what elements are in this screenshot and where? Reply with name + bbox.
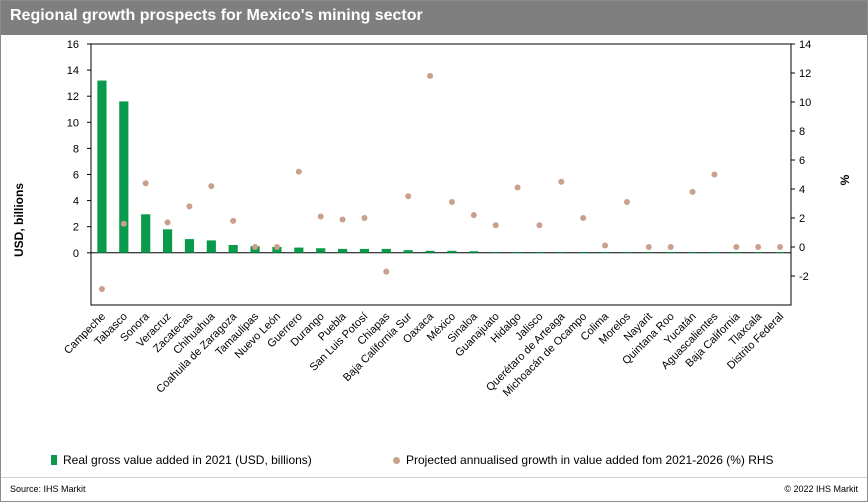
- legend-item-bar: Real gross value added in 2021 (USD, bil…: [51, 453, 312, 467]
- scatter-point: [580, 215, 587, 221]
- bar: [753, 252, 763, 253]
- bar: [534, 252, 545, 253]
- scatter-point: [252, 244, 259, 250]
- bar: [447, 250, 457, 253]
- title-bar: Regional growth prospects for Mexico's m…: [1, 1, 867, 35]
- scatter-point: [448, 199, 455, 206]
- scatter-point: [230, 217, 237, 224]
- bar: [775, 252, 785, 253]
- scatter-point: [623, 199, 630, 206]
- chart-plot: USD, billions % 0 2 4 6 8 10 12 14 16 -2 0 2 4 6 8 10 12…: [12, 39, 852, 399]
- scatter-point: [558, 178, 565, 185]
- scatter-point: [427, 72, 434, 79]
- bar: [491, 252, 501, 253]
- legend-dot-label: Projected annualised growth in value add…: [406, 453, 774, 467]
- left-tick-label: 10: [67, 117, 79, 129]
- scatter-point: [142, 180, 149, 187]
- bar: [141, 214, 151, 253]
- right-tick-label: 8: [799, 126, 805, 138]
- right-tick-label: 12: [799, 68, 811, 80]
- left-tick-label: 14: [67, 65, 79, 77]
- right-tick-label: 14: [799, 39, 811, 51]
- scatter-point: [645, 244, 652, 250]
- scatter-point: [208, 183, 215, 190]
- plot-border: [90, 43, 792, 306]
- right-axis-title: %: [838, 174, 852, 185]
- scatter-point: [186, 203, 193, 210]
- scatter-point: [711, 171, 718, 178]
- bar: [206, 240, 216, 253]
- bar: [425, 250, 435, 253]
- bar: [644, 252, 654, 253]
- source-note: Source: IHS Markit: [10, 484, 86, 494]
- left-tick-label: 6: [73, 170, 79, 182]
- right-tick-label: 6: [799, 155, 805, 167]
- scatter-point: [339, 216, 346, 223]
- left-tick-label: 4: [73, 196, 79, 208]
- bar: [600, 252, 610, 253]
- bar: [469, 251, 479, 253]
- left-tick-label: 8: [73, 143, 79, 155]
- scatter-point: [164, 219, 171, 226]
- bar: [97, 80, 107, 253]
- left-axis-title: USD, billions: [12, 183, 26, 257]
- scatter-point: [492, 222, 499, 229]
- bar: [731, 252, 741, 253]
- scatter-point: [514, 184, 521, 191]
- legend-bar-swatch: [51, 455, 57, 465]
- legend-item-dot: Projected annualised growth in value add…: [393, 453, 774, 467]
- legend-bar-label: Real gross value added in 2021 (USD, bil…: [63, 453, 312, 467]
- bar: [294, 247, 304, 253]
- bar: [666, 252, 676, 253]
- scatter-point: [755, 244, 762, 250]
- bar: [337, 248, 348, 253]
- left-tick-label: 0: [73, 248, 79, 260]
- bar: [709, 252, 720, 253]
- chart-title: Regional growth prospects for Mexico's m…: [10, 7, 423, 24]
- left-tick-label: 2: [73, 222, 79, 234]
- bar: [381, 248, 391, 253]
- right-tick-label: 2: [799, 213, 805, 225]
- scatter-point: [667, 244, 674, 250]
- scatter-point: [536, 222, 543, 229]
- scatter-point: [273, 244, 280, 250]
- bar: [119, 101, 129, 253]
- scatter-point: [689, 188, 696, 195]
- copyright-note: © 2022 IHS Markit: [784, 484, 858, 494]
- legend-dot-swatch: [393, 456, 400, 464]
- scatter-point: [602, 242, 609, 249]
- scatter-point: [733, 244, 740, 250]
- right-tick-label: 10: [799, 97, 811, 109]
- scatter-point: [98, 286, 105, 293]
- bar: [359, 248, 370, 253]
- left-tick-label: 12: [67, 91, 79, 103]
- scatter-point: [405, 193, 412, 200]
- bar: [162, 229, 173, 253]
- scatter-point: [120, 220, 127, 227]
- scatter-point: [777, 244, 784, 250]
- bar: [228, 244, 238, 253]
- left-tick-label: 16: [67, 39, 79, 51]
- bar: [622, 252, 632, 253]
- scatter-point: [361, 215, 368, 221]
- bar: [687, 252, 698, 253]
- bar: [316, 248, 326, 253]
- right-tick-label: -2: [799, 271, 809, 283]
- scatter-point: [470, 212, 477, 219]
- right-tick-label: 4: [799, 184, 805, 196]
- right-tick-label: 0: [799, 242, 805, 254]
- bar: [184, 239, 195, 253]
- bar: [512, 252, 523, 253]
- scatter-point: [383, 268, 390, 275]
- bar: [578, 252, 588, 253]
- bar: [556, 252, 566, 253]
- scatter-point: [295, 168, 302, 175]
- bar: [403, 250, 413, 253]
- footer-divider: [1, 477, 867, 478]
- scatter-point: [317, 213, 324, 220]
